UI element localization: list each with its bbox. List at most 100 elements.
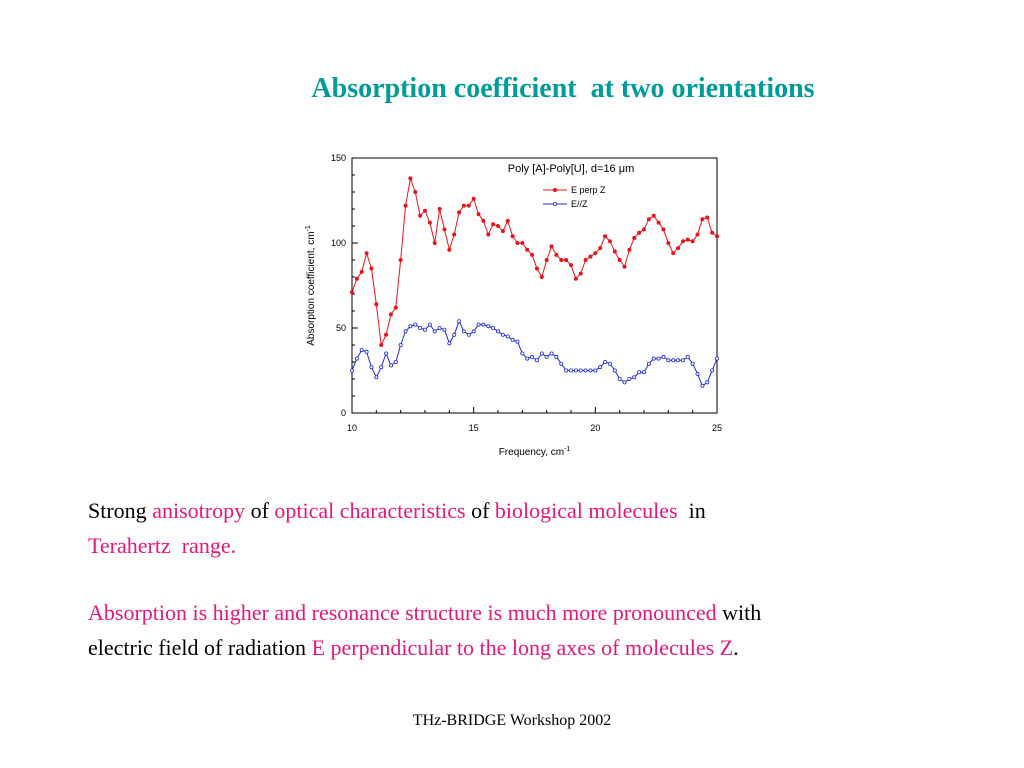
data-point [632, 235, 637, 240]
data-point [466, 203, 471, 208]
data-point [364, 349, 369, 354]
data-point [680, 358, 685, 363]
text-line: Terahertz range. [88, 533, 236, 558]
data-point [607, 239, 612, 244]
data-point [461, 329, 466, 334]
data-point [661, 227, 666, 232]
data-point [690, 361, 695, 366]
data-point [715, 356, 720, 361]
data-point [427, 322, 432, 327]
data-point [442, 327, 447, 332]
data-point [384, 351, 389, 356]
data-point [666, 240, 671, 245]
data-point [520, 240, 525, 245]
data-point [705, 380, 710, 385]
data-point [656, 220, 661, 225]
data-point [452, 232, 457, 237]
data-point [471, 329, 476, 334]
data-point [593, 251, 598, 256]
legend-label: E perp Z [571, 185, 606, 195]
text-line: Strong anisotropy of optical characteris… [88, 498, 706, 523]
data-point [491, 325, 496, 330]
data-point [544, 354, 549, 359]
series-line [351, 319, 718, 387]
text-line: electric field of radiation E perpendicu… [88, 635, 739, 660]
legend-marker [553, 201, 558, 206]
data-point [676, 246, 681, 251]
data-point [359, 348, 364, 353]
data-point [646, 217, 651, 222]
data-point [525, 247, 530, 252]
data-point [544, 257, 549, 262]
data-point [588, 254, 593, 259]
data-point [457, 210, 462, 215]
data-point [564, 368, 569, 373]
data-point [539, 351, 544, 356]
data-point [505, 218, 510, 223]
data-point [627, 247, 632, 252]
data-point [612, 249, 617, 254]
data-point [578, 368, 583, 373]
data-point [398, 342, 403, 347]
legend-label: E//Z [571, 199, 588, 209]
data-point [603, 359, 608, 364]
x-axis-label-text: Frequency, cm [499, 447, 564, 458]
text-span: with [717, 600, 762, 625]
data-point [398, 257, 403, 262]
data-point [525, 356, 530, 361]
data-point [656, 356, 661, 361]
data-point [573, 276, 578, 281]
data-point [695, 371, 700, 376]
data-point [442, 227, 447, 232]
text-span: Terahertz range. [88, 533, 236, 558]
data-point [413, 322, 418, 327]
data-point [549, 351, 554, 356]
data-point [715, 234, 720, 239]
x-tick-label: 25 [712, 423, 722, 433]
data-point [466, 332, 471, 337]
data-point [637, 230, 642, 235]
data-point [685, 354, 690, 359]
data-point [710, 368, 715, 373]
y-tick-label: 50 [336, 323, 346, 333]
data-point [427, 220, 432, 225]
x-tick-label: 15 [469, 423, 479, 433]
data-point [593, 368, 598, 373]
data-point [408, 324, 413, 329]
y-tick-label: 150 [331, 153, 346, 163]
data-point [457, 319, 462, 324]
data-point [520, 351, 525, 356]
data-point [393, 359, 398, 364]
data-point [481, 322, 486, 327]
data-point [476, 212, 481, 217]
data-point [661, 354, 666, 359]
text-span: Absorption is higher and resonance struc… [88, 600, 717, 625]
data-point [510, 234, 515, 239]
data-point [500, 332, 505, 337]
y-axis-label-text: Absorption coefficient, cm [306, 231, 317, 345]
data-point [422, 327, 427, 332]
data-point [505, 334, 510, 339]
data-point [690, 239, 695, 244]
data-point [666, 358, 671, 363]
data-point [452, 332, 457, 337]
y-tick-label: 0 [341, 408, 346, 418]
data-point [651, 213, 656, 218]
data-point [530, 354, 535, 359]
data-point [564, 257, 569, 262]
data-point [598, 246, 603, 251]
x-tick-label: 10 [347, 423, 357, 433]
data-point [354, 356, 359, 361]
data-point [642, 370, 647, 375]
data-point [598, 365, 603, 370]
data-point [583, 257, 588, 262]
data-point [559, 257, 564, 262]
data-point [695, 232, 700, 237]
data-point [349, 368, 354, 373]
legend-marker [553, 187, 558, 192]
data-point [700, 383, 705, 388]
data-point [388, 363, 393, 368]
data-point [578, 271, 583, 276]
data-point [384, 332, 389, 337]
